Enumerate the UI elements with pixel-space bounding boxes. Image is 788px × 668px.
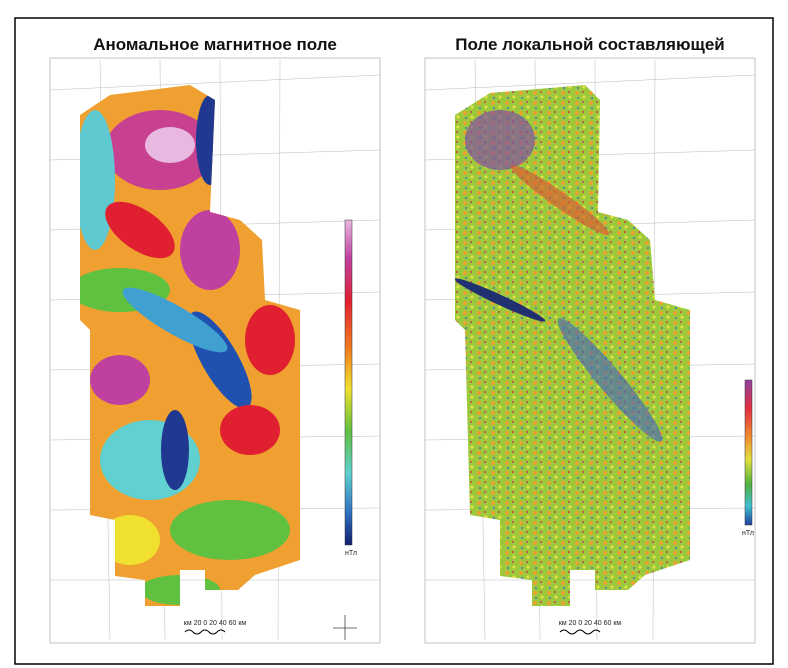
map-title: Поле локальной составляющей <box>455 35 725 54</box>
unit-label: нТл <box>742 530 754 537</box>
frame <box>14 17 774 665</box>
color-scale <box>744 379 753 526</box>
scale-bar <box>559 629 601 635</box>
scale-bar-label: км 20 0 20 40 60 км <box>184 620 247 627</box>
anomaly-map <box>80 85 300 606</box>
map-frame <box>49 57 381 644</box>
north-arrow <box>333 615 357 640</box>
map-frame <box>424 57 756 644</box>
scale-bar <box>184 629 226 635</box>
map-title: Аномальное магнитное поле <box>93 35 337 54</box>
color-scale <box>344 219 353 546</box>
scale-bar-label: км 20 0 20 40 60 км <box>559 620 622 627</box>
unit-label: нТл <box>345 550 357 557</box>
local-map <box>455 85 690 606</box>
